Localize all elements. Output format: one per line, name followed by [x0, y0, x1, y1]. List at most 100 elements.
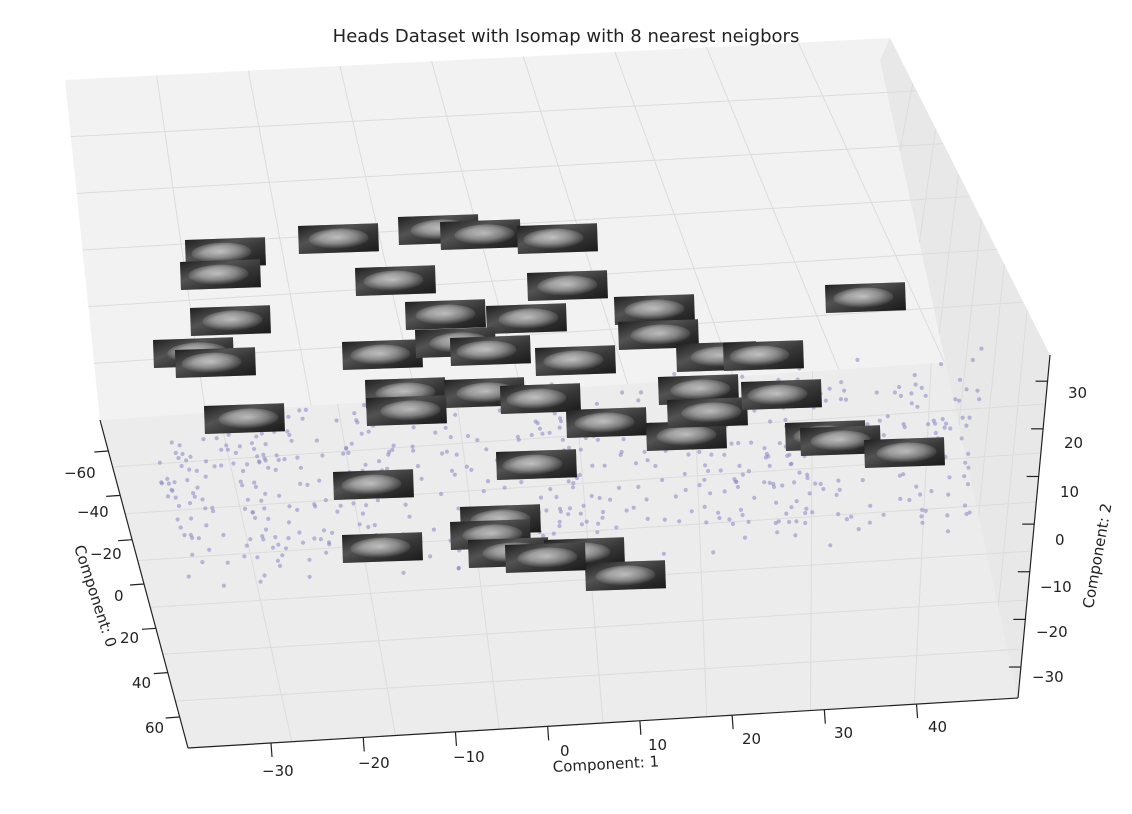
scatter-point: [184, 458, 189, 463]
scatter-point: [456, 565, 461, 571]
grid-line: [175, 648, 1023, 702]
scatter-point: [682, 471, 687, 477]
scatter-point: [732, 477, 737, 482]
head-thumbnail: [614, 294, 695, 325]
scatter-point: [774, 500, 779, 505]
scatter-point: [344, 445, 349, 450]
scatter-point: [567, 506, 573, 511]
scatter-point: [191, 491, 196, 496]
scatter-point: [843, 397, 849, 402]
scatter-point: [173, 495, 178, 500]
scatter-point: [602, 463, 607, 468]
grid-line: [70, 90, 917, 138]
scatter-point: [749, 440, 754, 445]
scatter-point: [200, 560, 205, 565]
grid-line: [899, 83, 914, 152]
scatter-point: [874, 390, 879, 395]
scatter-point: [231, 461, 236, 466]
thumbnail-shade: [366, 395, 447, 426]
scatter-point: [172, 480, 177, 485]
head-thumbnail: [190, 305, 271, 336]
axes: [94, 354, 1051, 758]
scatter-point: [644, 497, 649, 502]
scatter-point: [334, 418, 339, 423]
scatter-point: [242, 506, 248, 511]
scatter-point: [633, 461, 639, 466]
scatter-point: [300, 416, 305, 421]
scatter-point: [595, 437, 601, 442]
thumbnail-shade: [741, 379, 822, 410]
scatter-point: [484, 447, 489, 452]
scatter-point: [711, 550, 716, 555]
scatter-point: [320, 453, 325, 458]
scatter-point: [428, 554, 433, 559]
grid-line: [162, 599, 1028, 655]
scatter-point: [742, 535, 748, 540]
scatter-point: [439, 491, 444, 497]
thumbnail-shade: [618, 319, 699, 350]
scatter-point: [947, 475, 952, 480]
grid-line: [137, 501, 1037, 562]
scatter-point: [737, 463, 742, 468]
scatter-point: [600, 515, 605, 520]
head-thumbnail: [741, 379, 822, 410]
scatter-point: [464, 464, 469, 469]
scatter-point: [326, 540, 332, 545]
scatter-point: [933, 430, 938, 436]
scatter-point: [165, 494, 171, 499]
scatter-point: [966, 465, 971, 470]
head-thumbnail: [440, 219, 521, 250]
scatter-point: [540, 431, 545, 436]
scatter-point: [385, 466, 390, 471]
scatter-point: [295, 455, 300, 460]
scatter-point: [842, 388, 847, 393]
grid-line: [76, 143, 944, 194]
scatter-point: [865, 422, 870, 427]
grid-line: [997, 309, 1028, 607]
thumbnail-shade: [667, 397, 748, 428]
scatter-point: [203, 506, 208, 511]
scatter-point: [624, 508, 629, 513]
scatter-point: [964, 423, 969, 428]
scatter-point: [964, 387, 969, 392]
scatter-point: [286, 414, 291, 419]
scatter-point: [579, 522, 585, 527]
thumbnail-shade: [646, 420, 727, 451]
scatter-point: [443, 425, 448, 430]
scatter-point: [341, 451, 346, 456]
y-tick-label: 30: [834, 724, 853, 742]
scatter-point: [920, 520, 925, 525]
scatter-point: [253, 515, 258, 521]
scatter-point: [263, 491, 268, 496]
scatter-point: [300, 540, 306, 545]
thumbnail-shade: [486, 303, 567, 334]
scatter-point: [913, 382, 918, 387]
x-tick-mark: [165, 716, 180, 719]
scatter-point: [245, 462, 250, 467]
scatter-point: [469, 467, 474, 472]
scatter-point: [926, 422, 931, 427]
scatter-point: [967, 510, 972, 515]
scatter-point: [277, 563, 283, 569]
scatter-point: [736, 441, 741, 446]
scatter-point: [338, 503, 343, 508]
scatter-point: [818, 481, 823, 487]
scatter-point: [919, 385, 924, 390]
scatter-point: [746, 519, 751, 525]
thumbnail-shade: [517, 223, 598, 254]
head-thumbnail: [535, 345, 616, 376]
scatter-point: [764, 451, 770, 457]
y-tick-label: −20: [358, 754, 390, 772]
scatter-point: [266, 465, 271, 470]
scatter-point: [298, 465, 303, 470]
scatter-point: [185, 478, 190, 483]
scatter-point: [775, 530, 780, 535]
scatter-point: [221, 532, 226, 538]
scatter-point: [702, 504, 707, 509]
scatter-point: [219, 463, 224, 468]
scatter-point: [838, 397, 844, 402]
scatter-point: [352, 411, 357, 416]
y-tick-label: −30: [262, 762, 294, 780]
scatter-point: [697, 449, 702, 455]
